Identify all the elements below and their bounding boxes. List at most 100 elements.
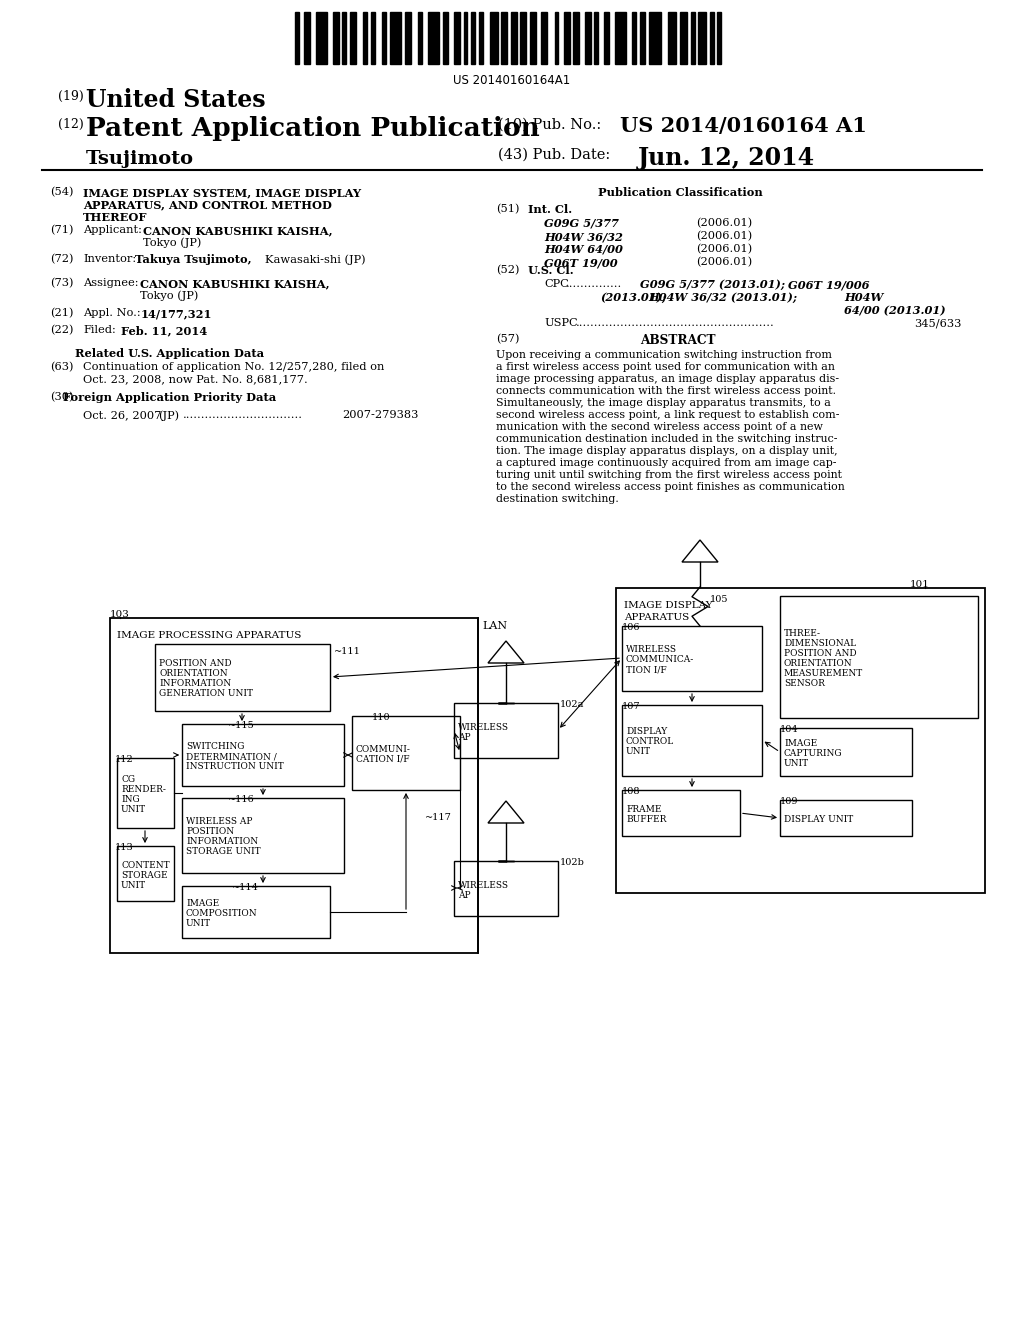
Text: connects communication with the first wireless access point.: connects communication with the first wi…	[496, 385, 836, 396]
Bar	[117, 846, 174, 902]
Text: (73): (73)	[50, 279, 74, 288]
Text: Oct. 23, 2008, now Pat. No. 8,681,177.: Oct. 23, 2008, now Pat. No. 8,681,177.	[83, 375, 308, 384]
Text: a captured image continuously acquired from am image cap-: a captured image continuously acquired f…	[496, 458, 837, 469]
Text: Inventor:: Inventor:	[83, 253, 136, 264]
Text: H04W: H04W	[844, 292, 884, 304]
Text: MEASUREMENT: MEASUREMENT	[784, 669, 863, 678]
Bar	[352, 715, 460, 789]
Text: 102a: 102a	[560, 700, 585, 709]
Text: US 2014/0160164 A1: US 2014/0160164 A1	[620, 116, 867, 136]
Text: WIRELESS: WIRELESS	[458, 880, 509, 890]
Text: COMMUNICA-: COMMUNICA-	[626, 656, 694, 664]
Text: CANON KABUSHIKI KAISHA,: CANON KABUSHIKI KAISHA,	[143, 224, 333, 236]
Text: POSITION AND: POSITION AND	[159, 660, 231, 668]
Text: APPARATUS, AND CONTROL METHOD: APPARATUS, AND CONTROL METHOD	[83, 199, 332, 210]
Bar	[616, 587, 985, 894]
Text: 2007-279383: 2007-279383	[342, 411, 419, 420]
Text: IMAGE DISPLAY SYSTEM, IMAGE DISPLAY: IMAGE DISPLAY SYSTEM, IMAGE DISPLAY	[83, 187, 361, 198]
Text: RENDER-: RENDER-	[121, 785, 166, 795]
Text: Oct. 26, 2007: Oct. 26, 2007	[83, 411, 162, 420]
Text: Tokyo (JP): Tokyo (JP)	[140, 290, 199, 301]
Bar	[511, 12, 517, 63]
Text: (57): (57)	[496, 334, 519, 345]
Bar	[404, 12, 411, 63]
Text: APPARATUS: APPARATUS	[624, 612, 689, 622]
Text: 113: 113	[115, 843, 134, 851]
Text: Feb. 11, 2014: Feb. 11, 2014	[121, 325, 207, 337]
Text: STORAGE: STORAGE	[121, 870, 168, 879]
Text: POSITION: POSITION	[186, 828, 234, 837]
Text: THEREOF: THEREOF	[83, 213, 147, 223]
Bar	[502, 12, 507, 63]
Bar	[564, 12, 569, 63]
Text: (2006.01): (2006.01)	[696, 257, 753, 268]
Text: (72): (72)	[50, 253, 74, 264]
Text: IMAGE DISPLAY: IMAGE DISPLAY	[624, 601, 713, 610]
Bar	[382, 12, 386, 63]
Text: Simultaneously, the image display apparatus transmits, to a: Simultaneously, the image display appara…	[496, 399, 830, 408]
Text: Tsujimoto: Tsujimoto	[86, 150, 194, 168]
Text: Jun. 12, 2014: Jun. 12, 2014	[638, 147, 815, 170]
Text: COMMUNI-: COMMUNI-	[356, 744, 411, 754]
Text: DISPLAY: DISPLAY	[626, 727, 668, 737]
Bar	[442, 12, 449, 63]
Bar	[632, 12, 636, 63]
Bar	[454, 704, 558, 758]
Text: 110: 110	[372, 713, 390, 722]
Text: INFORMATION: INFORMATION	[186, 837, 258, 846]
Text: SWITCHING: SWITCHING	[186, 742, 245, 751]
Bar	[464, 12, 467, 63]
Bar	[622, 789, 740, 836]
Text: COMPOSITION: COMPOSITION	[186, 909, 258, 917]
Text: (22): (22)	[50, 325, 74, 335]
Bar	[295, 12, 299, 63]
Bar	[364, 12, 367, 63]
Bar	[710, 12, 714, 63]
Bar	[182, 886, 330, 939]
Text: (30): (30)	[50, 392, 74, 403]
Text: (JP): (JP)	[158, 411, 179, 421]
Text: US 20140160164A1: US 20140160164A1	[454, 74, 570, 87]
Text: ~116: ~116	[228, 795, 255, 804]
Bar	[780, 800, 912, 836]
Text: 108: 108	[622, 787, 640, 796]
Text: Foreign Application Priority Data: Foreign Application Priority Data	[63, 392, 276, 403]
Text: Tokyo (JP): Tokyo (JP)	[143, 238, 202, 248]
Bar	[649, 12, 660, 63]
Text: tion. The image display apparatus displays, on a display unit,: tion. The image display apparatus displa…	[496, 446, 838, 455]
Text: United States: United States	[86, 88, 265, 112]
Text: H04W 36/32 (2013.01);: H04W 36/32 (2013.01);	[648, 292, 797, 304]
Text: G06T 19/006: G06T 19/006	[788, 279, 869, 290]
Text: CONTENT: CONTENT	[121, 861, 170, 870]
Text: ~111: ~111	[334, 647, 360, 656]
Bar	[698, 12, 707, 63]
Text: CAPTURING: CAPTURING	[784, 748, 843, 758]
Bar	[604, 12, 609, 63]
Text: INSTRUCTION UNIT: INSTRUCTION UNIT	[186, 762, 284, 771]
Text: image processing apparatus, an image display apparatus dis-: image processing apparatus, an image dis…	[496, 374, 839, 384]
Text: 345/633: 345/633	[914, 318, 962, 327]
Bar	[691, 12, 694, 63]
Bar	[182, 723, 344, 785]
Text: 112: 112	[115, 755, 134, 764]
Text: G09G 5/377 (2013.01);: G09G 5/377 (2013.01);	[640, 279, 785, 290]
Text: ORIENTATION: ORIENTATION	[159, 669, 227, 678]
Text: Int. Cl.: Int. Cl.	[528, 205, 572, 215]
Text: (19): (19)	[58, 90, 84, 103]
Text: Assignee:: Assignee:	[83, 279, 138, 288]
Text: G09G 5/377: G09G 5/377	[544, 218, 618, 228]
Text: Patent Application Publication: Patent Application Publication	[86, 116, 540, 141]
Text: CG: CG	[121, 775, 135, 784]
Text: UNIT: UNIT	[121, 880, 146, 890]
Text: IMAGE PROCESSING APPARATUS: IMAGE PROCESSING APPARATUS	[117, 631, 301, 640]
Text: (2006.01): (2006.01)	[696, 231, 753, 242]
Text: Upon receiving a communication switching instruction from: Upon receiving a communication switching…	[496, 350, 831, 360]
Text: FRAME: FRAME	[626, 805, 662, 814]
Text: BUFFER: BUFFER	[626, 814, 667, 824]
Text: ING: ING	[121, 795, 139, 804]
Text: Filed:: Filed:	[83, 325, 116, 335]
Text: (2006.01): (2006.01)	[696, 218, 753, 228]
Text: 14/177,321: 14/177,321	[141, 308, 213, 319]
Text: (54): (54)	[50, 187, 74, 197]
Text: 109: 109	[780, 797, 799, 807]
